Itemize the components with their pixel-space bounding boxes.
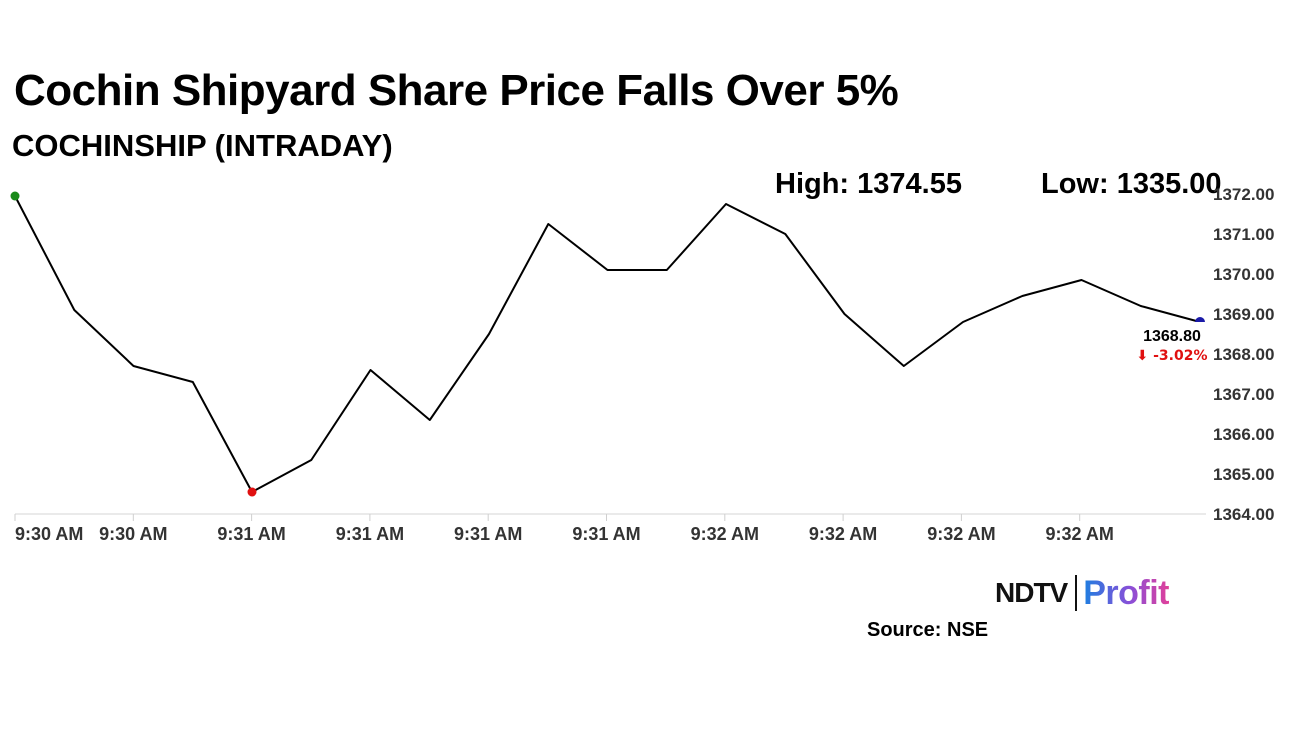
- logo-ndtv-text: NDTV: [995, 577, 1068, 608]
- y-tick-label: 1369.00: [1213, 305, 1274, 324]
- y-tick-label: 1364.00: [1213, 505, 1274, 524]
- start-point-marker: [10, 191, 20, 201]
- logo-divider: [1075, 575, 1078, 611]
- chart-title: Cochin Shipyard Share Price Falls Over 5…: [14, 66, 899, 115]
- x-tick-label: 9:30 AM: [99, 524, 167, 544]
- logo-profit-text: Profit: [1083, 573, 1170, 612]
- change-percent-label: ⬇ -3.02%: [1137, 348, 1208, 364]
- y-tick-label: 1368.00: [1213, 345, 1274, 364]
- low-label: Low: 1335.00: [1041, 168, 1222, 200]
- y-tick-label: 1367.00: [1213, 385, 1274, 404]
- chart-subtitle: COCHINSHIP (INTRADAY): [12, 128, 393, 163]
- x-tick-label: 9:32 AM: [809, 524, 877, 544]
- y-tick-label: 1365.00: [1213, 465, 1274, 484]
- price-series-line: [14, 195, 1201, 493]
- last-value-box: [1134, 322, 1208, 366]
- y-tick-label: 1370.00: [1213, 265, 1274, 284]
- y-tick-label: 1371.00: [1213, 225, 1274, 244]
- y-tick-label: 1372.00: [1213, 185, 1274, 204]
- high-label: High: 1374.55: [775, 168, 962, 200]
- x-tick-label: 9:32 AM: [927, 524, 995, 544]
- source-label: Source: NSE: [867, 619, 989, 641]
- x-tick-label: 9:31 AM: [217, 524, 285, 544]
- y-tick-label: 1366.00: [1213, 425, 1274, 444]
- x-tick-label: 9:30 AM: [15, 524, 83, 544]
- low-point-marker: [247, 487, 257, 497]
- x-tick-label: 9:31 AM: [454, 524, 522, 544]
- last-value-label: 1368.80: [1143, 328, 1201, 345]
- x-tick-label: 9:32 AM: [1046, 524, 1114, 544]
- x-tick-label: 9:31 AM: [336, 524, 404, 544]
- x-tick-label: 9:31 AM: [572, 524, 640, 544]
- ndtv-profit-logo: NDTV Profit: [995, 573, 1170, 612]
- x-tick-label: 9:32 AM: [691, 524, 759, 544]
